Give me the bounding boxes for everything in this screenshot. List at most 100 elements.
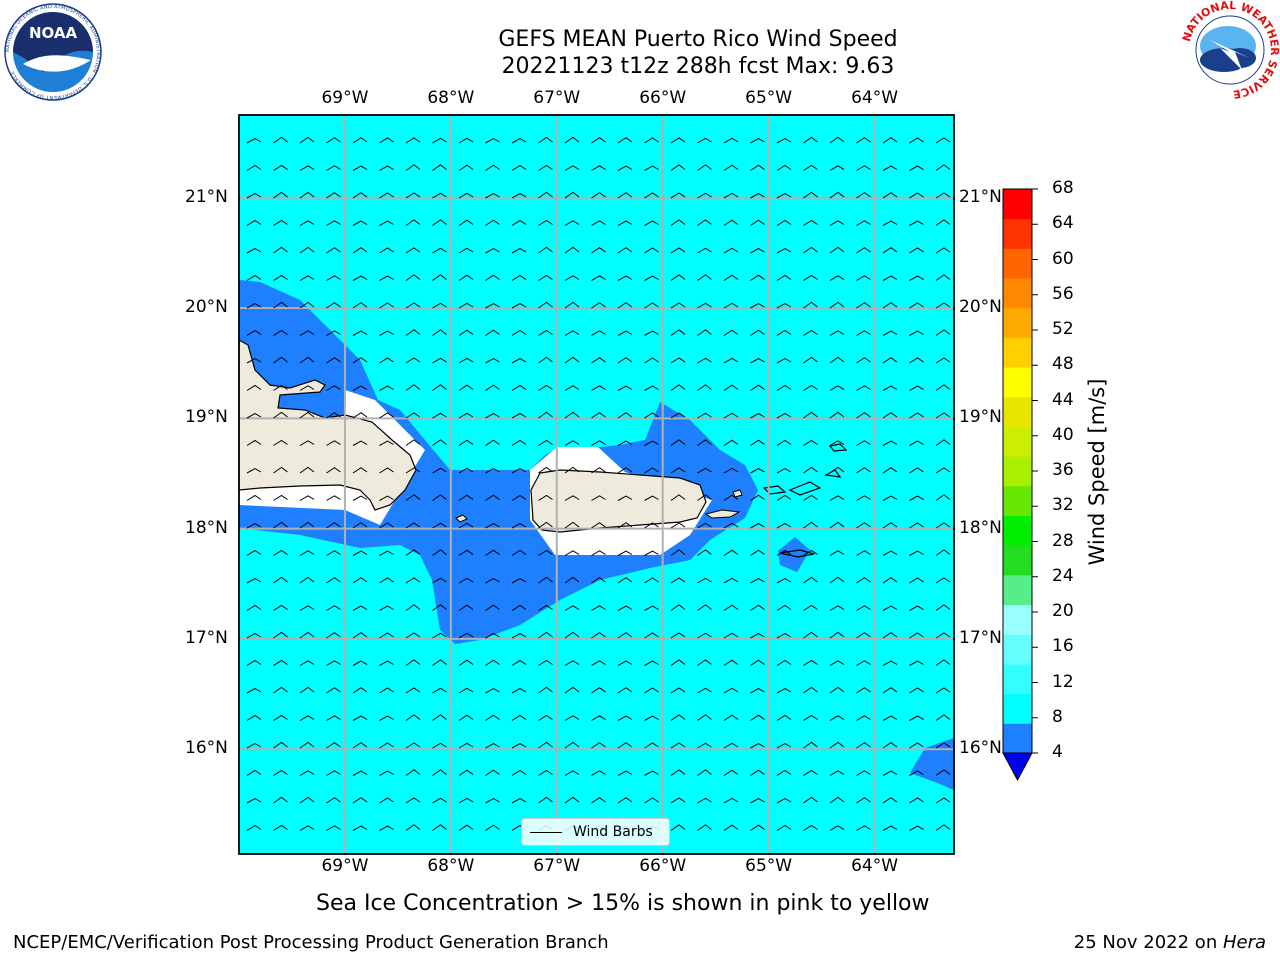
wind-barb bbox=[458, 467, 474, 474]
wind-barb bbox=[803, 521, 818, 529]
wind-barb bbox=[803, 439, 818, 446]
wind-barb bbox=[458, 769, 474, 776]
wind-barb bbox=[299, 660, 315, 666]
lat-label-left: 17°N bbox=[185, 627, 228, 648]
wind-barb bbox=[697, 329, 712, 336]
wind-barb bbox=[564, 631, 580, 639]
wind-barb bbox=[511, 769, 527, 776]
sea-ice-note: Sea Ice Concentration > 15% is shown in … bbox=[316, 891, 930, 916]
wind-barb bbox=[299, 466, 315, 474]
colorbar bbox=[1002, 188, 1038, 782]
wind-barb bbox=[591, 715, 606, 721]
wind-barb bbox=[352, 605, 368, 611]
wind-barb bbox=[564, 136, 580, 144]
footer-date: 25 Nov 2022 on Hera bbox=[1074, 932, 1266, 953]
wind-barb bbox=[299, 356, 315, 364]
wind-barb bbox=[644, 632, 659, 639]
wind-barb bbox=[776, 604, 792, 611]
wind-barb bbox=[697, 302, 712, 309]
wind-barb bbox=[644, 715, 659, 721]
lon-label-top: 64°W bbox=[851, 88, 899, 108]
wind-barb bbox=[909, 605, 924, 611]
wind-barb bbox=[909, 687, 924, 694]
wind-barb bbox=[803, 714, 818, 721]
wind-barb bbox=[856, 825, 871, 831]
wind-barb bbox=[591, 687, 606, 694]
wind-barb bbox=[379, 632, 394, 639]
wind-barb bbox=[352, 385, 368, 391]
lat-label-left: 20°N bbox=[185, 297, 228, 318]
wind-barb bbox=[644, 385, 659, 391]
wind-barb bbox=[299, 136, 315, 144]
wind-barb bbox=[882, 192, 898, 199]
wind-barb bbox=[829, 301, 845, 309]
wind-barb bbox=[379, 825, 394, 831]
wind-barb bbox=[379, 412, 394, 419]
wind-barb bbox=[697, 192, 712, 199]
wind-barb bbox=[935, 604, 951, 611]
wind-barb bbox=[326, 302, 341, 309]
wind-barb bbox=[829, 631, 845, 639]
wind-barb bbox=[670, 192, 686, 199]
wind-barb bbox=[591, 302, 606, 309]
wind-barb bbox=[405, 439, 421, 446]
wind-barb bbox=[591, 247, 606, 254]
wind-barb bbox=[432, 522, 447, 529]
wind-barb bbox=[909, 247, 924, 254]
wind-barb bbox=[803, 631, 818, 639]
wind-barb bbox=[379, 605, 394, 611]
wind-barb bbox=[485, 824, 500, 831]
wind-barb bbox=[246, 688, 262, 694]
wind-barb bbox=[803, 659, 818, 666]
colorbar-segment bbox=[1003, 396, 1032, 427]
wind-barb bbox=[246, 439, 262, 446]
chart-subtitle: 20221123 t12z 288h fcst Max: 9.63 bbox=[501, 54, 895, 79]
wind-barb bbox=[564, 466, 580, 474]
wind-barb bbox=[246, 358, 262, 364]
wind-barb bbox=[750, 274, 765, 281]
wind-barb bbox=[803, 136, 818, 144]
wind-barb bbox=[564, 275, 580, 281]
wind-barb bbox=[326, 137, 341, 144]
wind-barb bbox=[564, 191, 580, 199]
wind-barb bbox=[829, 275, 845, 281]
wind-barb bbox=[776, 743, 792, 749]
wind-barb bbox=[909, 440, 924, 446]
wind-barb bbox=[909, 385, 924, 391]
wind-barb bbox=[326, 467, 341, 474]
wind-barb bbox=[776, 384, 792, 391]
wind-barb bbox=[405, 219, 421, 226]
wind-barb bbox=[882, 302, 898, 309]
wind-barb bbox=[750, 769, 765, 776]
wind-barb bbox=[882, 137, 898, 144]
wind-barb bbox=[405, 137, 421, 144]
wind-barb bbox=[909, 165, 924, 171]
wind-barb bbox=[670, 164, 686, 171]
wind-barb bbox=[246, 248, 262, 254]
wind-barb bbox=[246, 578, 262, 584]
wind-barb bbox=[352, 440, 368, 446]
wind-barb bbox=[273, 741, 288, 749]
wind-barb bbox=[511, 798, 527, 804]
wind-barb bbox=[564, 165, 580, 171]
wind-barb bbox=[776, 714, 792, 721]
wind-barb bbox=[697, 494, 712, 501]
wind-barb bbox=[856, 440, 871, 446]
wind-barb bbox=[379, 247, 394, 254]
wind-barb bbox=[246, 274, 262, 281]
wind-barb bbox=[935, 164, 951, 171]
wind-barb bbox=[352, 797, 368, 804]
wind-barb bbox=[697, 522, 712, 529]
wind-barb bbox=[697, 219, 712, 226]
wind-barb bbox=[485, 164, 500, 171]
wind-barb bbox=[591, 385, 606, 391]
wind-barb bbox=[935, 302, 951, 309]
wind-barb bbox=[617, 275, 633, 281]
wind-barb bbox=[829, 576, 845, 584]
wind-barb bbox=[882, 770, 898, 776]
colorbar-segment bbox=[1003, 337, 1032, 368]
wind-barb bbox=[617, 522, 633, 529]
wind-barb bbox=[750, 604, 765, 611]
wind-barb bbox=[856, 577, 871, 584]
wind-barb bbox=[829, 796, 845, 804]
